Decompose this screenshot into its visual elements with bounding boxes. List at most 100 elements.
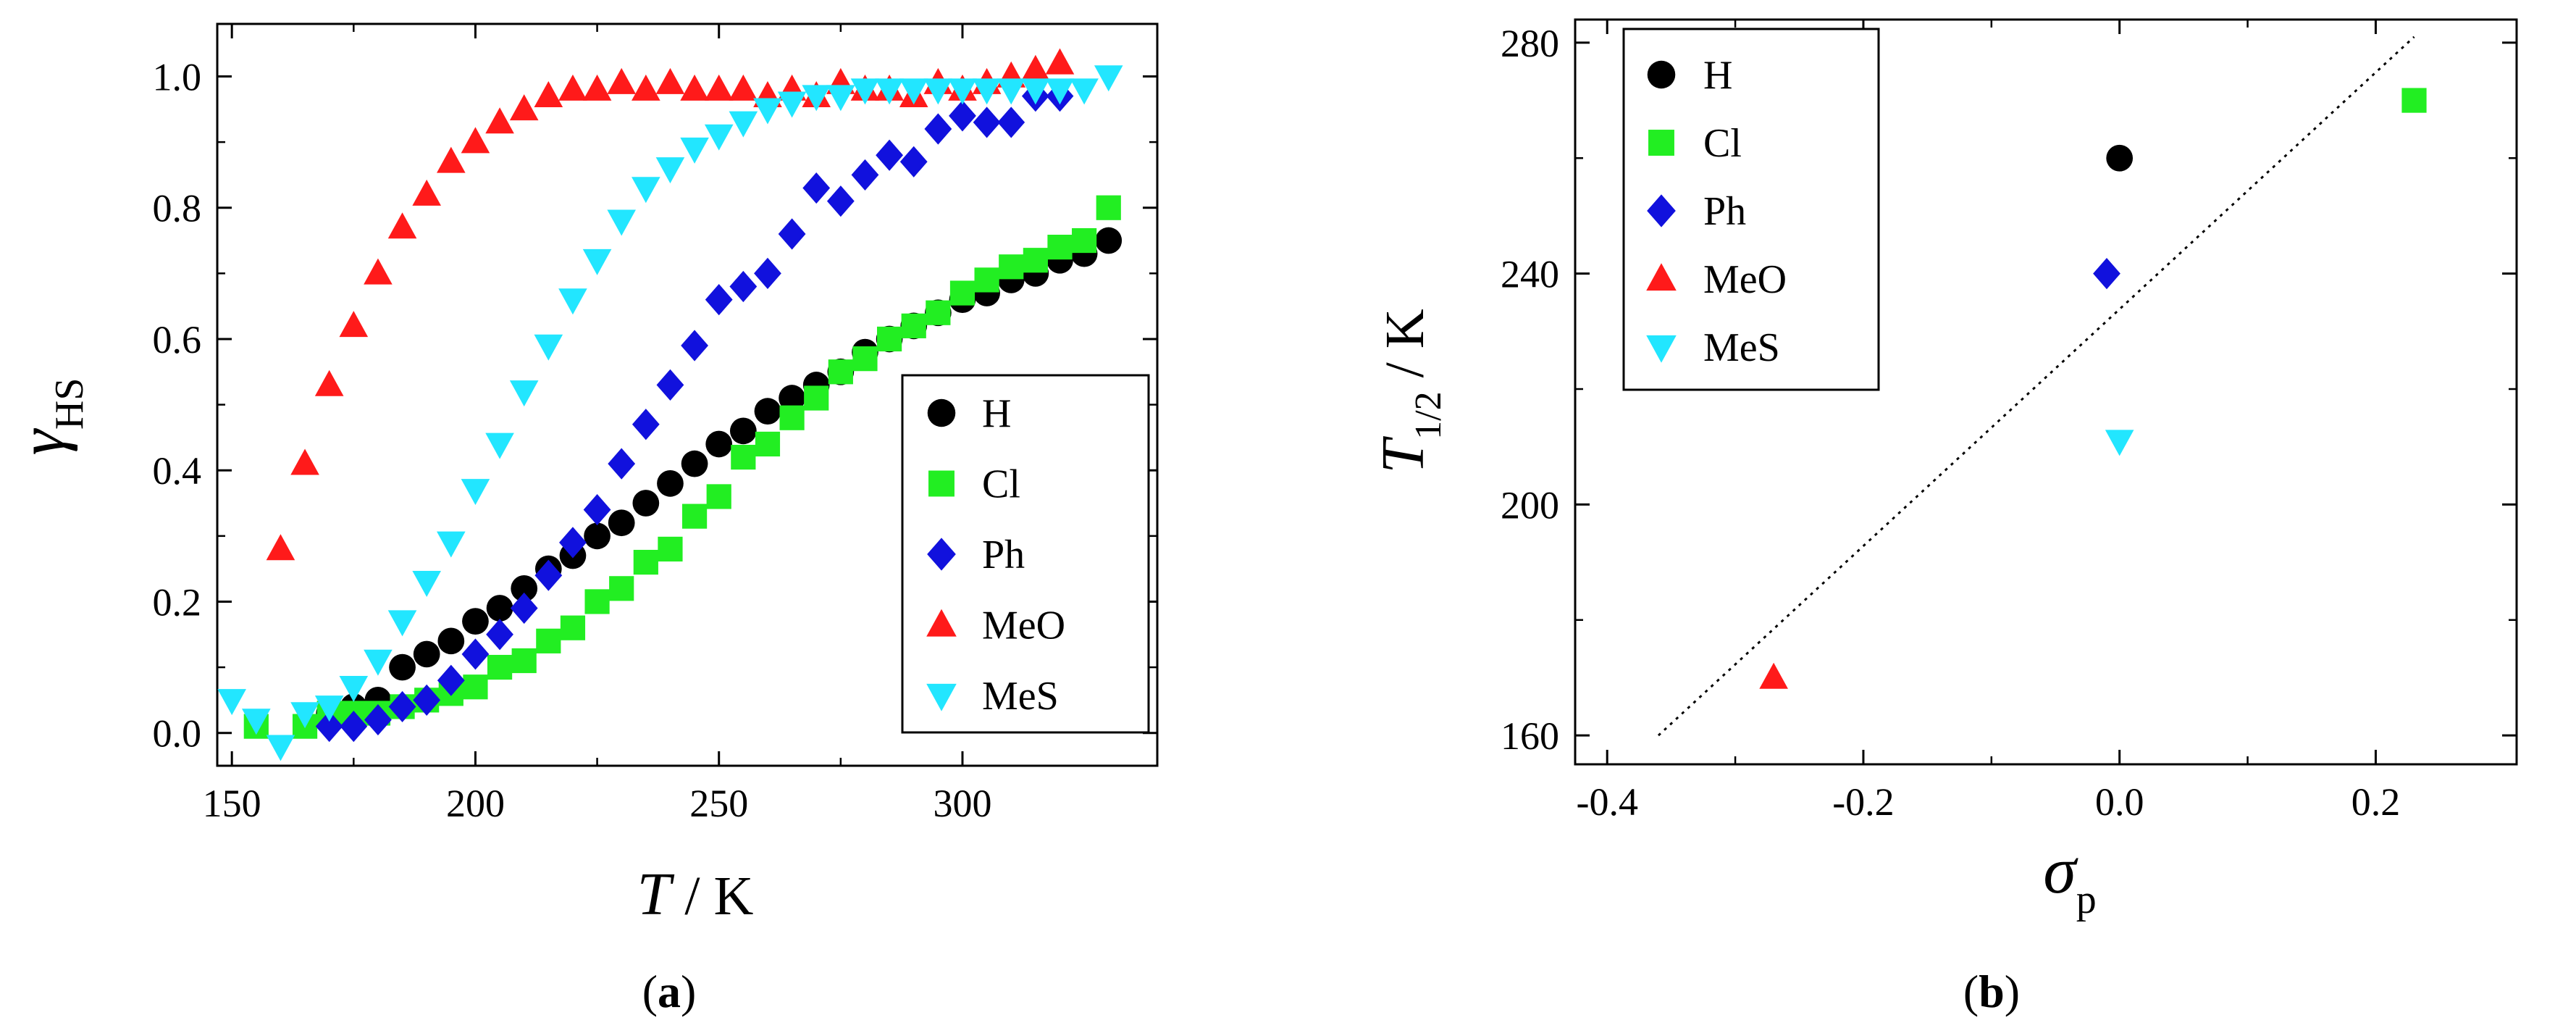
data-point-ph [997,106,1025,138]
y-tick-label: 0.6 [153,318,202,362]
x-tick-label: 300 [933,782,991,825]
data-point-mes [364,649,393,676]
data-point-cl [2401,88,2427,113]
data-point-cl [974,267,999,293]
data-point-mes [1045,78,1075,105]
legend-label-cl: Cl [982,462,1020,507]
data-point-meo [1759,662,1788,689]
data-point-cl [536,628,561,653]
data-point-h [657,469,684,497]
panel-b-chart: -0.4 -0.2 0.0 0.2 160 200 240 280 H Cl Ph MeO MeS σp T… [1369,18,2518,922]
data-point-cl [731,444,756,470]
data-point-h [779,385,805,411]
data-point-mes [826,85,855,112]
data-point-mes [997,78,1026,105]
legend-label-ph: Ph [982,532,1025,577]
data-point-cl [828,359,853,385]
data-point-h [437,627,465,655]
legend-label-meo: MeO [982,603,1065,648]
data-point-mes [802,85,831,112]
data-point-meo [339,311,369,338]
y-tick-label: 1.0 [153,55,202,99]
data-point-h [2106,144,2134,172]
y-tick-label: 160 [1501,714,1559,758]
plot-frame [216,22,1159,767]
data-point-h [584,522,611,550]
data-point-mes [534,334,563,361]
data-point-ph [826,185,855,217]
legend-marker-mes [1646,335,1677,363]
data-point-mes [461,479,490,506]
data-point-mes [217,689,246,716]
data-point-ph [681,330,708,362]
data-point-meo [1045,48,1075,75]
data-point-ph [486,619,513,651]
data-point-mes [582,248,612,275]
y-tick-label: 280 [1501,22,1559,65]
data-point-mes [923,78,953,105]
data-point-meo [387,212,417,239]
legend-marker-h [927,398,956,427]
data-point-ph [876,139,904,171]
data-point-cl [560,615,586,640]
data-point-h [511,574,538,602]
data-point-cl [706,484,731,509]
data-point-cl [852,346,878,372]
data-point-cl [487,654,513,680]
data-point-ph [973,106,1001,138]
x-axis-label: T / K [637,861,754,928]
data-point-ph [534,559,563,591]
data-point-mes [948,78,977,105]
y-tick-label: 0.0 [153,712,202,756]
data-point-mes [412,570,441,597]
legend-marker-h [1647,60,1676,89]
legend-label-meo: MeO [1703,257,1787,302]
legend-label-h: H [982,391,1011,436]
data-point-h [413,640,440,668]
data-point-mes [680,137,709,164]
data-point-ph [2093,258,2120,290]
y-tick-label: 240 [1501,253,1559,296]
data-point-h [1095,227,1123,254]
legend-marker-mes [926,683,957,711]
data-point-ph [778,218,806,250]
data-point-h [389,653,416,681]
panel-a-label: (a) [642,966,697,1017]
data-point-mes [607,209,637,236]
data-point-ph [364,703,392,736]
data-point-ph [949,100,976,132]
legend-label-mes: MeS [1703,325,1780,370]
data-point-ph [924,113,952,145]
data-point-mes [2105,430,2134,456]
data-point-cl [1023,248,1048,273]
legend-marker-cl [1648,130,1674,156]
x-tick-label: 150 [203,782,261,825]
legend-label-cl: Cl [1703,121,1742,166]
data-point-meo [437,146,466,173]
data-point-ph [754,257,781,289]
data-point-meo [290,448,319,475]
data-point-mes [729,111,758,138]
data-point-mes [655,157,685,184]
data-point-mes [875,78,904,105]
data-point-ph [632,409,660,440]
data-point-meo [364,258,393,285]
plot-frame [1574,18,2518,766]
data-point-ph [340,711,368,743]
legend-marker-meo [1646,263,1677,291]
x-tick-label: 0.2 [2351,780,2401,824]
data-point-cl [511,648,537,674]
data-point-meo [632,74,660,101]
y-tick-label: 200 [1501,483,1559,527]
data-point-meo [534,80,563,107]
panel-b-label: (b) [1963,966,2020,1017]
data-point-h [608,509,635,537]
data-point-mes [509,380,539,407]
data-point-mes [1094,65,1123,92]
data-point-ph [437,664,465,696]
data-point-ph [388,690,416,723]
legend-label-h: H [1703,53,1732,98]
data-point-mes [339,675,369,702]
data-point-ph [413,684,441,716]
